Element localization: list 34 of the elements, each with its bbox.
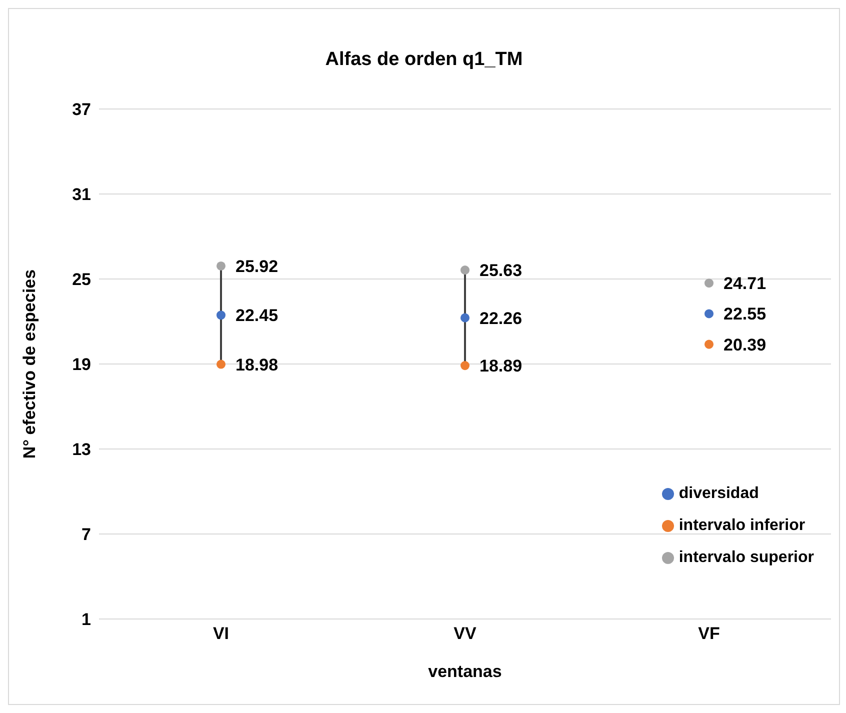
y-tick-label: 7 <box>82 525 91 544</box>
data-label: 25.92 <box>236 257 278 276</box>
x-axis-title: ventanas <box>428 662 502 681</box>
data-label: 18.89 <box>480 356 522 376</box>
data-label: 22.26 <box>480 308 522 328</box>
point <box>704 340 714 349</box>
data-label: 22.55 <box>724 304 766 324</box>
point <box>460 313 470 322</box>
point <box>216 310 226 320</box>
data-label: 25.63 <box>480 261 522 280</box>
y-tick-label: 13 <box>72 440 91 460</box>
point <box>460 266 470 275</box>
chart-title: Alfas de orden q1_TM <box>324 49 524 71</box>
y-tick-label: 31 <box>72 185 91 204</box>
x-tick-label: VF <box>698 624 720 644</box>
data-label: 24.71 <box>724 274 766 294</box>
point <box>704 278 714 288</box>
data-label: 20.39 <box>724 335 766 354</box>
point <box>704 309 714 318</box>
data-label: 22.45 <box>236 306 278 326</box>
y-axis-title: N° efectivo de especies <box>20 269 40 459</box>
legend-label: diversidad <box>678 485 759 503</box>
y-tick-label: 1 <box>82 610 91 630</box>
y-tick-label: 19 <box>72 355 91 374</box>
y-tick-label: 37 <box>72 100 91 120</box>
data-label: 18.98 <box>236 355 278 374</box>
point <box>460 361 470 370</box>
point <box>216 360 226 369</box>
x-tick-label: VI <box>212 624 230 644</box>
point <box>216 261 226 270</box>
y-tick-label: 25 <box>72 270 91 290</box>
x-tick-label: VV <box>454 624 477 644</box>
legend-label: intervalo inferior <box>678 517 806 535</box>
legend-label: intervalo superior <box>678 549 814 567</box>
